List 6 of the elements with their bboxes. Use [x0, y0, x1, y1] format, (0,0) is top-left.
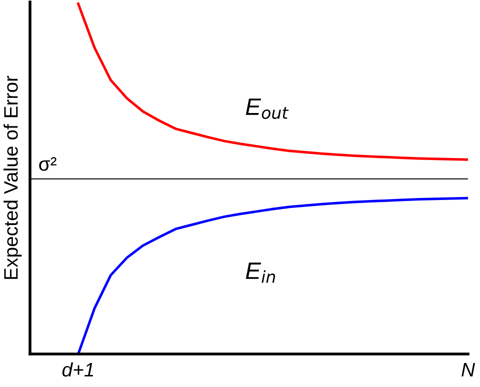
- x-tick-label: d+1: [62, 362, 94, 377]
- y-axis-title: Expected Value of Error: [4, 76, 22, 279]
- x-tick-label: N: [462, 363, 476, 376]
- text: E$_{in}$: [246, 262, 276, 283]
- series-label: E$_{out}$: [246, 98, 289, 119]
- ref-line-label: σ²: [39, 157, 56, 171]
